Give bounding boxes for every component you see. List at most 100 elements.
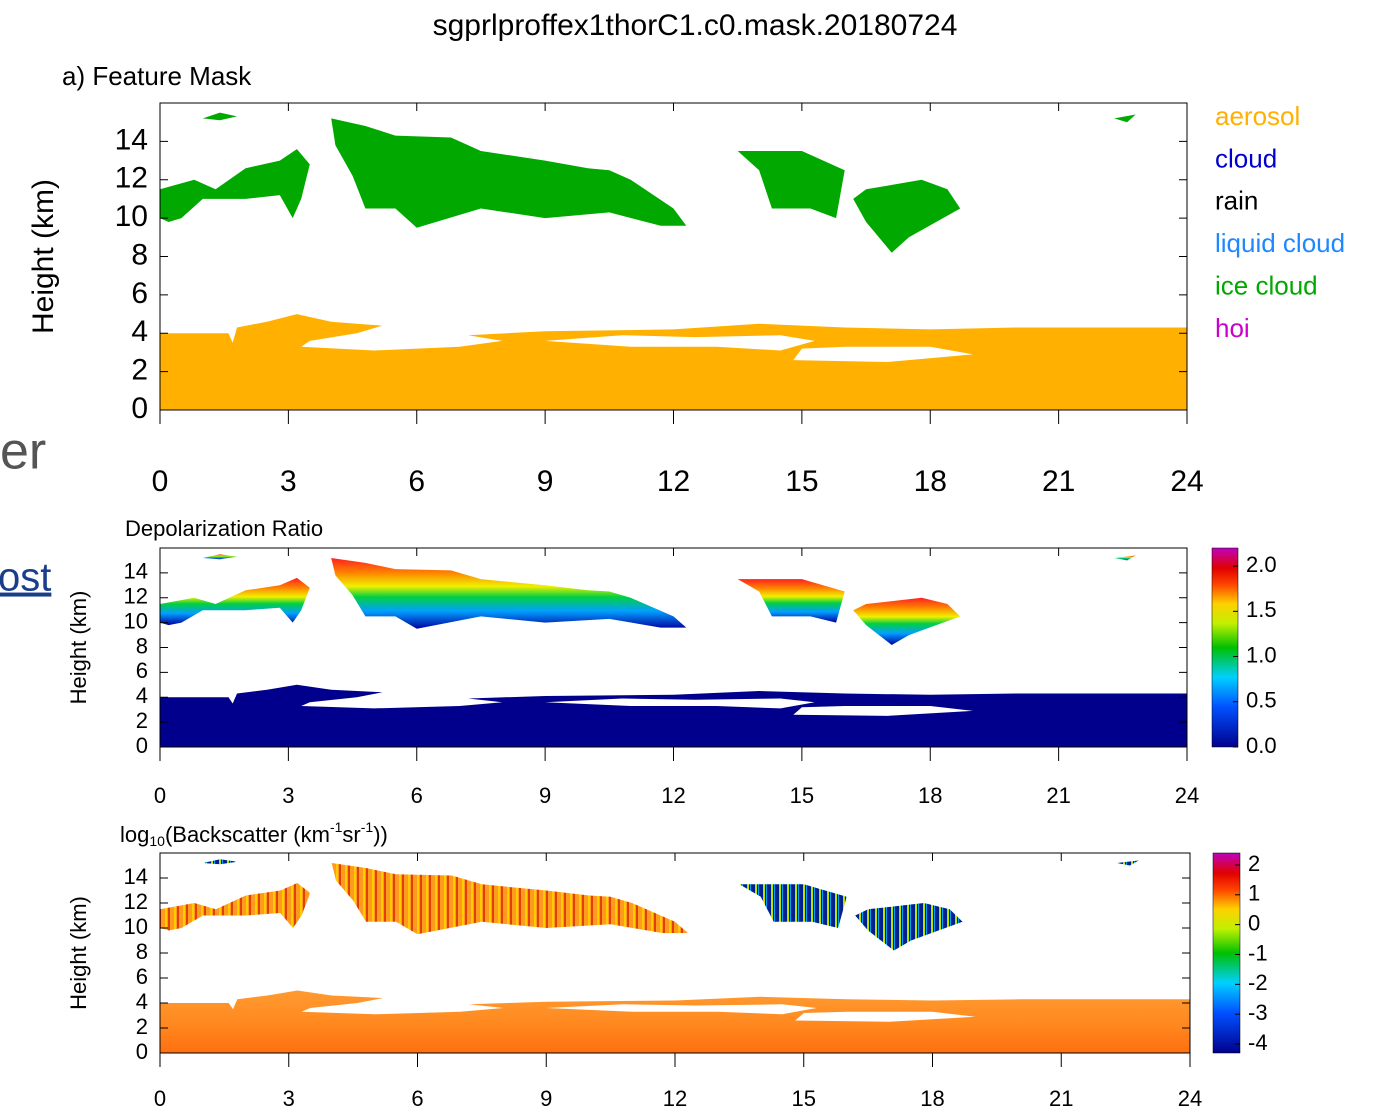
x-tick-label: 24 [1178,1086,1202,1111]
y-tick-label: 14 [124,864,148,889]
colorbar-label: -2 [1248,970,1268,995]
legend-entry: hoi [1215,313,1250,343]
cloud-layer [855,903,963,951]
y-tick-label: 14 [124,559,148,584]
y-tick-label: 12 [115,162,148,195]
y-tick-label: 0 [131,392,148,425]
y-tick-label: 0 [136,733,148,758]
x-tick-label: 6 [411,783,423,808]
x-tick-label: 12 [661,783,685,808]
x-tick-label: 6 [411,1086,423,1111]
cloud-layer [737,151,845,219]
title-part: 10 [149,833,165,849]
y-tick-label: 8 [136,939,148,964]
clear-gap [795,1011,976,1022]
cloud-layer [737,579,845,623]
cloud-layer [160,883,311,931]
legend-entry: liquid cloud [1215,228,1345,258]
panel-title: Depolarization Ratio [125,516,323,541]
x-tick-label: 12 [663,1086,687,1111]
x-tick-label: 15 [790,783,814,808]
colorbar-label: -4 [1248,1030,1268,1055]
y-tick-label: 6 [136,964,148,989]
y-tick-label: 10 [124,914,148,939]
x-tick-label: 12 [657,465,690,498]
title-part: log [120,822,149,847]
y-axis-label: Height (km) [66,591,91,705]
colorbar-label: 2 [1248,851,1260,876]
x-tick-label: 3 [283,1086,295,1111]
background-fragment: er [0,423,46,481]
y-tick-label: 14 [115,123,148,156]
x-tick-label: 3 [280,465,297,498]
colorbar-label: 0 [1248,910,1260,935]
clear-gap [793,346,973,362]
panel: sgprlproffex1thorC1.c0.mask.20180724 a) F… [27,9,1345,498]
clear-gap [793,706,973,716]
cloud-layer [331,558,687,629]
x-tick-label: 0 [154,1086,166,1111]
cloud-layer [853,597,961,645]
cloud-layer [202,112,237,121]
x-tick-label: 3 [282,783,294,808]
clear-gap [545,335,815,351]
cloud-layer [1117,860,1139,866]
colorbar-label: -1 [1248,940,1268,965]
y-axis-label: Height (km) [27,179,60,334]
y-tick-label: 8 [131,238,148,271]
cloud-layer [1114,114,1136,123]
colorbar-label: 1.0 [1246,642,1277,667]
colorbar-label: -3 [1248,1000,1268,1025]
y-tick-label: 8 [136,633,148,658]
panel: log10(Backscatter (km-1sr-1))Height (km)… [66,819,1268,1111]
colorbar-label: 1 [1248,881,1260,906]
y-tick-label: 12 [124,889,148,914]
x-tick-label: 6 [408,465,425,498]
x-tick-label: 15 [792,1086,816,1111]
legend-entry: cloud [1215,143,1277,173]
y-tick-label: 10 [115,200,148,233]
x-tick-label: 18 [914,465,947,498]
panel-title: a) Feature Mask [62,61,252,91]
y-tick-label: 0 [136,1039,148,1064]
x-tick-label: 18 [920,1086,944,1111]
cloud-layer [160,577,310,626]
y-tick-label: 6 [136,658,148,683]
y-axis-label: Height (km) [66,896,91,1010]
cloud-layer [1114,555,1136,561]
y-tick-label: 4 [136,683,148,708]
x-tick-label: 21 [1049,1086,1073,1111]
x-tick-label: 21 [1042,465,1075,498]
x-tick-label: 0 [154,783,166,808]
y-tick-label: 2 [136,1014,148,1039]
y-tick-label: 12 [124,584,148,609]
figure-title: sgprlproffex1thorC1.c0.mask.20180724 [433,9,958,42]
x-tick-label: 9 [540,1086,552,1111]
x-tick-label: 18 [918,783,942,808]
y-tick-label: 6 [131,277,148,310]
x-tick-label: 24 [1170,465,1203,498]
cloud-layer [202,554,237,560]
x-tick-label: 24 [1175,783,1199,808]
background-link: ost [0,556,51,600]
y-tick-label: 4 [131,315,148,348]
panel-title: log10(Backscatter (km-1sr-1)) [120,819,388,849]
x-tick-label: 9 [537,465,554,498]
x-tick-label: 0 [152,465,169,498]
colorbar-label: 1.5 [1246,597,1277,622]
legend-entry: ice cloud [1215,270,1318,300]
title-part: (Backscatter (km [165,822,330,847]
colorbar-label: 2.0 [1246,552,1277,577]
y-tick-label: 2 [136,708,148,733]
aerosol-layer [160,990,1190,1053]
x-tick-label: 21 [1046,783,1070,808]
title-part: -1 [361,819,374,835]
cloud-layer [202,859,238,865]
y-tick-label: 4 [136,989,148,1014]
y-tick-label: 10 [124,608,148,633]
cloud-layer [331,118,687,228]
x-tick-label: 9 [539,783,551,808]
